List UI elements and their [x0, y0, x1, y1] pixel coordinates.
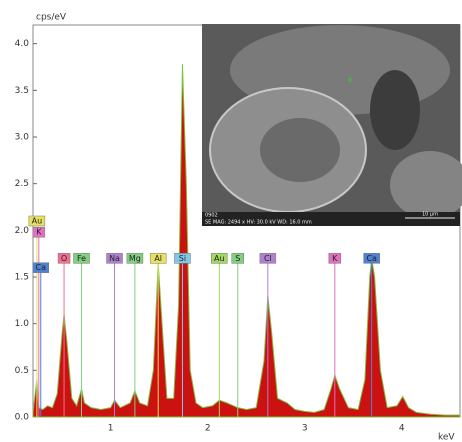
element-label: Na	[109, 254, 120, 263]
element-box	[106, 253, 123, 264]
x-tick-label: 4	[399, 424, 405, 434]
x-tick-label: 1	[108, 424, 114, 434]
element-label: Al	[154, 254, 162, 263]
y-tick-label: 2.0	[15, 226, 30, 236]
element-box	[174, 253, 191, 264]
sem-info-bar	[202, 212, 460, 226]
element-box	[57, 253, 71, 264]
element-label: Cl	[264, 254, 272, 263]
element-label: Ca	[36, 263, 47, 272]
x-tick-label: 2	[205, 424, 211, 434]
y-tick-label: 3.5	[15, 86, 29, 96]
x-axis-label: keV	[438, 433, 455, 442]
element-label: O	[61, 254, 67, 263]
sem-id: 0902	[205, 213, 218, 219]
spectrum	[32, 64, 461, 418]
y-tick-label: 1.0	[15, 319, 30, 329]
element-label: Fe	[77, 254, 86, 263]
element-label: Mg	[129, 254, 141, 263]
y-tick-label: 0.0	[15, 413, 30, 423]
element-box	[32, 226, 46, 238]
sem-particle-center	[260, 118, 340, 182]
y-tick-label: 0.5	[15, 366, 29, 376]
element-box	[328, 253, 342, 264]
sem-particle	[390, 151, 462, 219]
element-box	[363, 253, 380, 264]
element-label: Si	[179, 254, 186, 263]
element-box	[211, 253, 228, 264]
element-box	[149, 253, 167, 264]
y-axis-label: cps/eV	[36, 13, 67, 23]
y-tick-label: 4.0	[15, 39, 30, 49]
element-box	[28, 215, 46, 227]
y-tick-label: 2.5	[15, 179, 29, 189]
element-box	[126, 253, 144, 264]
element-label: K	[332, 254, 338, 263]
element-box	[73, 253, 90, 264]
y-tick-label: 3.0	[15, 133, 30, 143]
x-tick-label: 3	[302, 424, 308, 434]
sem-cursor: +	[346, 75, 354, 86]
element-label: S	[235, 254, 240, 263]
element-label: Au	[32, 217, 43, 226]
element-label: Ca	[366, 254, 377, 263]
sem-dark	[370, 70, 420, 150]
element-box	[231, 253, 245, 264]
element-box	[32, 262, 50, 273]
element-box	[259, 253, 277, 264]
sem-scale: 10 µm	[422, 212, 438, 218]
y-tick-label: 1.5	[15, 273, 29, 283]
element-label: K	[36, 228, 42, 237]
element-label: Au	[214, 254, 225, 263]
sem-info: SE MAG: 2494 x HV: 30.0 kV WD: 16.0 mm	[205, 220, 312, 226]
